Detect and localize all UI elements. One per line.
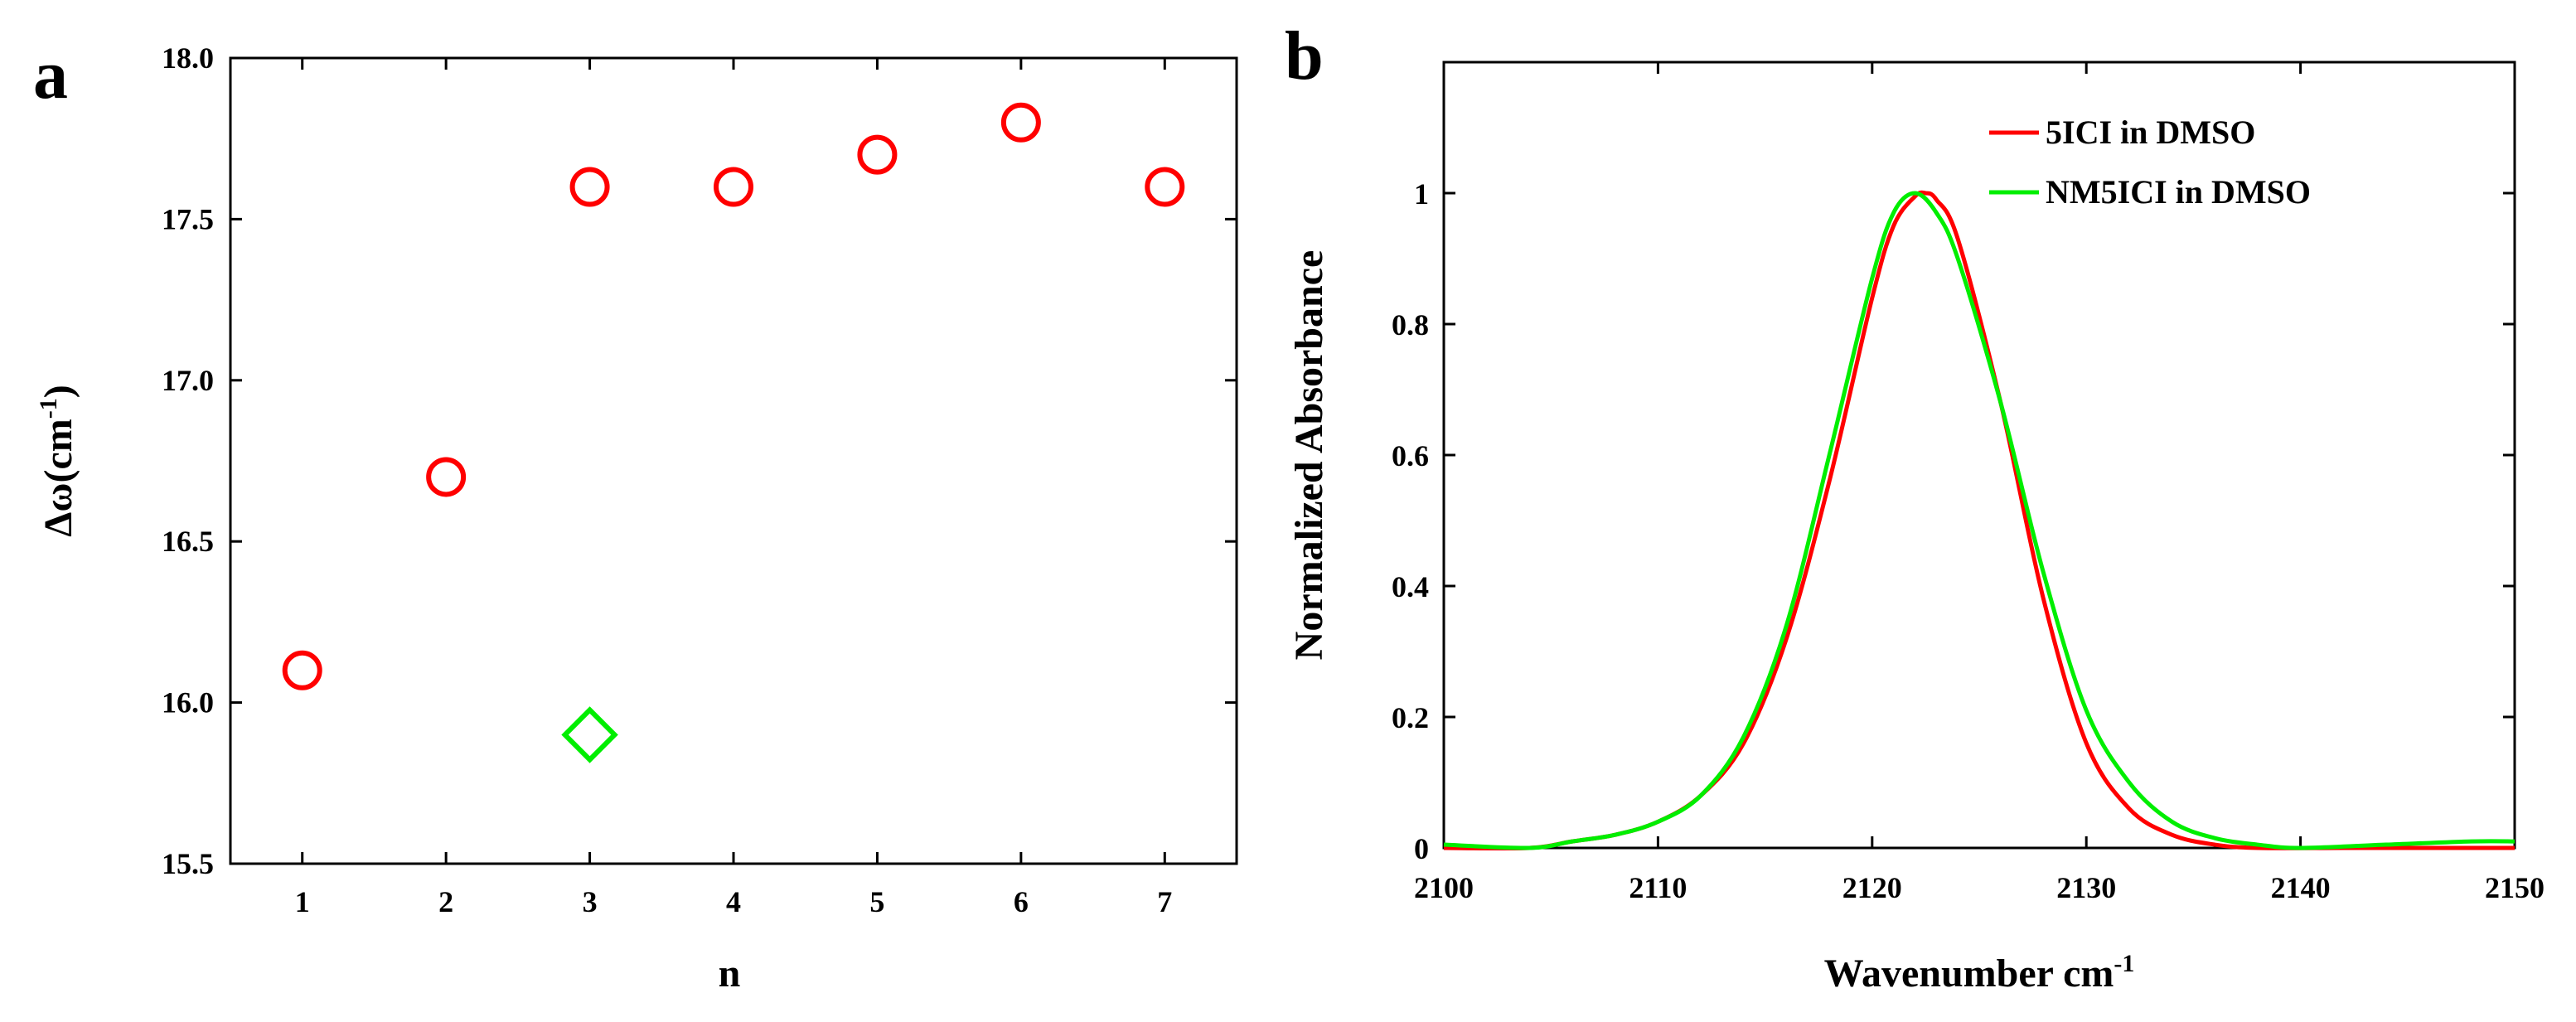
panel-b-x-tick-label: 2150 — [2485, 871, 2545, 904]
panel-b-y-tick-label: 0.8 — [1392, 308, 1429, 341]
panel-b-x-axis-title: Wavenumber cm-1 — [1824, 950, 2135, 995]
legend-label-5ici: 5ICI in DMSO — [2046, 114, 2255, 151]
panel-a-chart: a 15.5 16.0 16.5 17.0 17.5 18.0 1 2 3 4 5 6 7 n Δω(… — [33, 36, 1238, 995]
legend-label-nm5ici: NM5ICI in DMSO — [2046, 173, 2311, 211]
data-point-diamond — [561, 706, 618, 763]
panel-a-y-tick-label: 16.5 — [162, 525, 214, 558]
panel-a-x-tick-label: 1 — [295, 885, 310, 918]
panel-b-x-tick-label: 2100 — [1414, 871, 1474, 904]
panel-a-y-tick-label: 17.5 — [162, 202, 214, 235]
panel-b-plot-frame — [1442, 61, 2516, 850]
panel-a-label: a — [33, 36, 68, 114]
panel-b-y-axis-title: Normalized Absorbance — [1287, 250, 1331, 661]
data-point-circle — [569, 167, 610, 207]
panel-a-x-tick-label: 7 — [1157, 885, 1172, 918]
panel-a-x-tick-label: 3 — [583, 885, 598, 918]
panel-b-y-tick-label: 0.2 — [1392, 701, 1429, 734]
panel-b-label: b — [1285, 17, 1324, 94]
panel-b-y-tick-label: 0 — [1414, 832, 1429, 865]
series-line-5ici — [1443, 190, 2515, 851]
data-point-circle — [857, 134, 898, 175]
panel-a-x-axis-title: n — [719, 952, 741, 995]
panel-b-x-tick-label: 2140 — [2271, 871, 2331, 904]
panel-a-y-tick-label: 16.0 — [162, 686, 214, 719]
data-point-circle — [426, 457, 467, 497]
panel-b-y-tick-label: 0.4 — [1392, 570, 1429, 603]
series-line-nm5ici — [1443, 191, 2515, 850]
panel-a-y-tick-label: 17.0 — [162, 364, 214, 397]
panel-a-x-tick-label: 6 — [1014, 885, 1029, 918]
panel-b-y-tick-label: 0.6 — [1392, 439, 1429, 472]
panel-a-y-axis-title: Δω(cm-1) — [35, 385, 80, 536]
data-point-circle — [1000, 102, 1041, 143]
panel-b-y-tick-label: 1 — [1414, 177, 1429, 211]
panel-a-plot-frame — [229, 56, 1238, 865]
panel-b-chart: b 0 0.2 0.4 0.6 0.8 1 2100 2110 2120 2130 2140 215… — [1285, 17, 2545, 995]
panel-a-x-tick-label: 5 — [869, 885, 884, 918]
panel-a-y-tick-label: 18.0 — [162, 41, 214, 75]
panel-a-y-tick-label: 15.5 — [162, 847, 214, 880]
data-point-circle — [1145, 167, 1185, 207]
panel-a-x-tick-label: 4 — [726, 885, 741, 918]
panel-b-x-tick-label: 2110 — [1629, 871, 1687, 904]
panel-b-legend: 5ICI in DMSO NM5ICI in DMSO — [1989, 114, 2311, 211]
data-point-circle — [714, 167, 753, 207]
panel-b-x-tick-label: 2130 — [2056, 871, 2116, 904]
data-point-circle — [282, 650, 322, 690]
panel-b-x-tick-label: 2120 — [1842, 871, 1902, 904]
panel-a-x-tick-label: 2 — [438, 885, 453, 918]
